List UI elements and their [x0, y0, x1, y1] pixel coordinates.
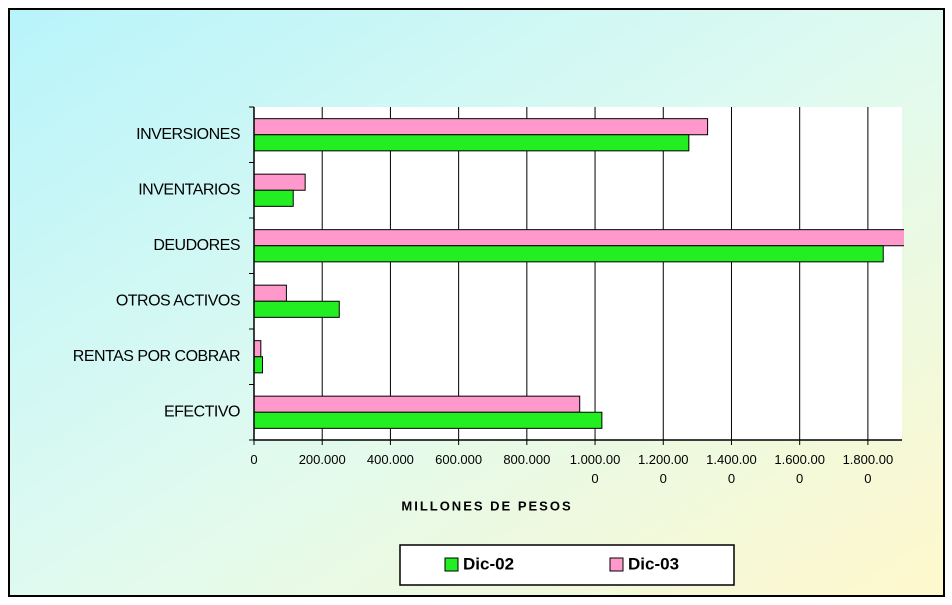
x-tick-label: 200.000	[298, 452, 346, 467]
bar	[254, 340, 262, 358]
legend-swatch	[444, 557, 459, 572]
x-tick-label: 1.800.000	[842, 452, 894, 486]
legend-label: Dic-03	[628, 554, 679, 573]
y-tick-label: INVERSIONES	[136, 126, 240, 143]
bar	[254, 173, 306, 191]
y-tick-label: INVENTARIOS	[138, 181, 240, 198]
y-tick-label: OTROS ACTIVOS	[116, 292, 240, 309]
y-tick-label: EFECTIVO	[164, 403, 240, 420]
x-tick-label: 800.000	[503, 452, 551, 467]
x-tick-label: 1.200.000	[637, 452, 689, 486]
legend-label: Dic-02	[463, 554, 514, 573]
x-tick-label: 600.000	[435, 452, 483, 467]
y-tick-label: DEUDORES	[153, 237, 240, 254]
x-tick-label: 1.600.000	[774, 452, 825, 486]
x-tick-label: 400.000	[366, 452, 414, 467]
plot-area	[254, 107, 902, 440]
bar	[254, 245, 884, 263]
bar	[254, 118, 709, 136]
x-tick-label: 1.000.000	[569, 452, 621, 486]
x-tick-label: 0	[250, 452, 258, 467]
bar	[254, 134, 690, 152]
bar	[254, 189, 294, 207]
y-tick-label: RENTAS POR COBRAR	[73, 348, 240, 365]
x-axis-title: MILLONES DE PESOS	[401, 498, 572, 513]
bar	[254, 395, 581, 413]
legend-swatch	[609, 557, 624, 572]
bar	[254, 356, 264, 374]
bar	[254, 300, 340, 318]
bar	[254, 284, 287, 302]
bar	[254, 411, 603, 429]
x-tick-label: 1.400.000	[706, 452, 757, 486]
bar	[254, 229, 904, 247]
